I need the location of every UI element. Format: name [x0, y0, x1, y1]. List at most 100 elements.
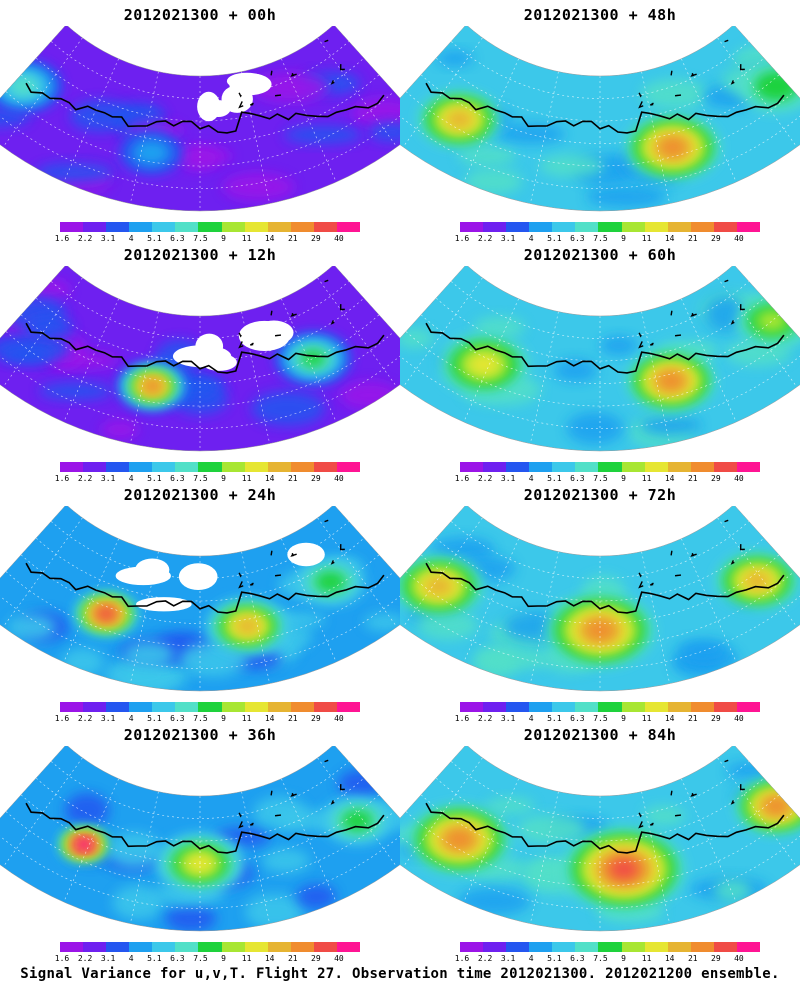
- island-outline: [291, 72, 297, 77]
- coastline: [25, 82, 385, 134]
- missing-data-patch: [178, 563, 218, 591]
- colorbar-tick-label: 29: [711, 954, 721, 963]
- colorbar-tick-label: 3.1: [100, 234, 116, 243]
- colorbar-swatch: [575, 462, 599, 472]
- island-outline: [730, 320, 735, 325]
- colorbar-tick-label: 6.3: [170, 474, 185, 483]
- colorbar-tick-label: 9: [221, 474, 226, 483]
- colorbar-swatch: [552, 702, 576, 712]
- latitude-line: [35, 777, 365, 842]
- colorbar-swatch: [736, 462, 761, 472]
- variance-patch: [566, 411, 624, 445]
- colorbar-tick-label: 21: [287, 474, 298, 483]
- latitude-line: [450, 281, 750, 339]
- colorbar-tick-label: 21: [687, 954, 698, 963]
- colorbar-tick-label: 7.5: [193, 474, 208, 483]
- colorbar-swatch: [175, 702, 199, 712]
- colorbar-swatch: [460, 222, 484, 232]
- variance-hotspot: [132, 139, 171, 166]
- island-outline: [238, 821, 244, 829]
- colorbar-swatch: [221, 702, 245, 712]
- variance-hotspot: [446, 110, 473, 129]
- variance-hotspot: [235, 618, 260, 635]
- colorbar-tick-label: 14: [264, 474, 275, 483]
- colorbar-swatch: [506, 942, 530, 952]
- colorbar: [460, 462, 761, 472]
- colorbar-tick-label: 11: [241, 954, 252, 963]
- island-outline: [238, 92, 242, 98]
- variance-patch: [458, 145, 517, 167]
- colorbar-tick-label: 40: [734, 714, 744, 723]
- colorbar-tick-label: 1.6: [454, 234, 470, 243]
- colorbar-swatch: [644, 702, 668, 712]
- latitude-line: [405, 331, 795, 407]
- map-field: [400, 746, 800, 931]
- variance-hotspot: [341, 810, 373, 832]
- island-outline: [638, 581, 644, 589]
- island-outline: [691, 312, 697, 317]
- island-outline: [670, 70, 673, 76]
- variance-patch: [400, 328, 434, 349]
- colorbar-swatch: [244, 462, 268, 472]
- island-outline: [274, 574, 282, 577]
- colorbar-tick-label: 14: [264, 234, 275, 243]
- colorbar-swatch: [152, 222, 176, 232]
- panel-title: 2012021300 + 84h: [523, 726, 677, 744]
- colorbar-tick-label: 1.6: [54, 234, 70, 243]
- latitude-line: [420, 314, 780, 384]
- latitude-line: [450, 761, 750, 819]
- colorbar-swatch: [129, 222, 153, 232]
- map-field: [400, 26, 800, 211]
- forecast-panel: 2012021300 + 00h 1.6 2.2 3.1 4 5.1 6.3 7.5 9 11 14…: [0, 0, 400, 243]
- colorbar-tick-label: 7.5: [593, 474, 608, 483]
- variance-map: [0, 746, 400, 932]
- colorbar-swatch: [152, 462, 176, 472]
- colorbar-tick-label: 7.5: [193, 714, 208, 723]
- colorbar-tick-label: 4: [528, 954, 534, 963]
- variance-patch: [0, 107, 31, 128]
- colorbar-tick-label: 7.5: [593, 954, 608, 963]
- missing-data-patch: [197, 91, 221, 122]
- colorbar-swatch: [667, 702, 691, 712]
- colorbar-tick-label: 1.6: [454, 474, 470, 483]
- colorbar-tick-label: 6.3: [570, 234, 585, 243]
- latitude-line: [435, 537, 765, 602]
- colorbar-tick-label: 14: [264, 954, 275, 963]
- colorbar-tick-label: 1.6: [54, 714, 70, 723]
- colorbar-tick-label: 6.3: [170, 234, 185, 243]
- colorbar-tick-label: 4: [528, 474, 534, 483]
- colorbar-tick-label: 9: [221, 234, 226, 243]
- island-outline: [691, 72, 697, 77]
- colorbar-tick-label: 4: [528, 714, 534, 723]
- colorbar-swatch: [60, 222, 84, 232]
- variance-patch: [7, 614, 57, 641]
- island-outline: [638, 341, 644, 349]
- colorbar-swatch: [575, 942, 599, 952]
- colorbar-tick-label: 1.6: [454, 714, 470, 723]
- latitude-line: [20, 794, 380, 864]
- colorbar-swatch: [552, 942, 576, 952]
- variance-hotspot: [754, 71, 799, 102]
- variance-patch: [251, 390, 325, 426]
- colorbar-swatch: [106, 222, 130, 232]
- colorbar-tick-label: 2.2: [477, 474, 493, 483]
- colorbar-swatch: [483, 462, 507, 472]
- colorbar: [460, 702, 761, 712]
- variance-patch: [123, 641, 175, 668]
- colorbar-tick-label: 9: [221, 714, 226, 723]
- variance-patch: [553, 359, 598, 382]
- variance-patch: [516, 814, 587, 845]
- colorbar-swatch: [267, 222, 291, 232]
- variance-patch: [363, 613, 400, 632]
- colorbar-swatch: [713, 942, 737, 952]
- colorbar-labels: 1.6 2.2 3.1 4 5.1 6.3 7.5 9 11 14 21 29 40: [55, 714, 360, 724]
- colorbar-tick-label: 2.2: [77, 234, 93, 243]
- variance-map: [400, 506, 800, 692]
- colorbar-tick-label: 11: [641, 234, 652, 243]
- variance-patch: [0, 346, 55, 364]
- island-outline: [324, 519, 329, 523]
- colorbar-swatch: [644, 942, 668, 952]
- colorbar-labels: 1.6 2.2 3.1 4 5.1 6.3 7.5 9 11 14 21 29 40: [455, 714, 760, 724]
- island-outline: [649, 582, 654, 586]
- colorbar-tick-label: 3.1: [500, 954, 516, 963]
